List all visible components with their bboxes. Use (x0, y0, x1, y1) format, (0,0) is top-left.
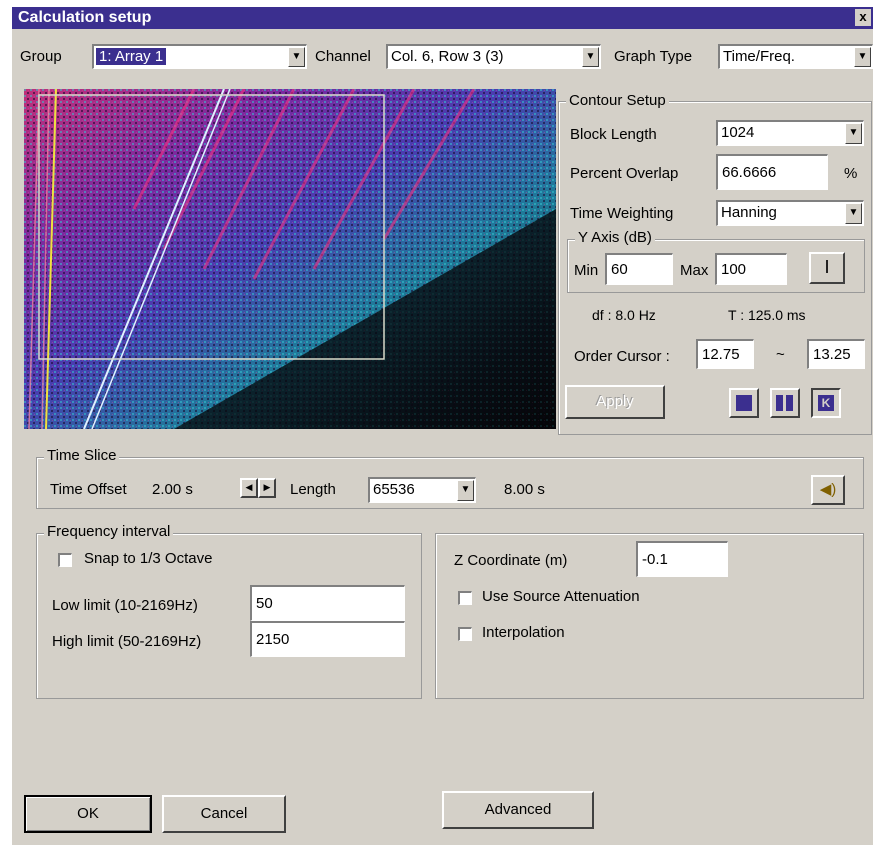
contour-setup-group (558, 101, 872, 435)
percent-sign: % (844, 165, 858, 182)
df-readout: df : 8.0 Hz (592, 307, 656, 323)
z-coordinate-input[interactable] (636, 541, 728, 577)
channel-select[interactable]: Col. 6, Row 3 (3) ▼ (386, 44, 601, 69)
order-view-icon[interactable]: K (811, 388, 841, 418)
dialog-title: Calculation setup (18, 9, 152, 26)
source-attenuation-label: Use Source Attenuation (482, 588, 640, 605)
y-max-label: Max (680, 262, 709, 279)
group-select-value: 1: Array 1 (96, 48, 167, 65)
time-offset-increase-button[interactable]: ▶ (258, 478, 276, 498)
time-slice-group (36, 457, 864, 509)
y-max-input[interactable] (715, 253, 787, 285)
time-offset-value: 2.00 s (152, 481, 193, 498)
length-label: Length (290, 481, 336, 498)
percent-overlap-input[interactable] (716, 154, 828, 190)
snap-octave-checkbox[interactable] (58, 553, 72, 567)
high-limit-label: High limit (50-2169Hz) (52, 633, 202, 650)
z-coordinate-group (435, 533, 864, 699)
channel-select-value: Col. 6, Row 3 (3) (391, 48, 504, 65)
block-length-select[interactable]: 1024 ▼ (716, 120, 864, 146)
length-value: 65536 (373, 481, 415, 498)
title-bar: Calculation setup x (12, 7, 873, 29)
order-cursor-separator: ~ (776, 346, 785, 363)
dropdown-arrow-icon[interactable]: ▼ (457, 480, 474, 501)
snap-octave-label: Snap to 1/3 Octave (84, 550, 213, 567)
block-length-label: Block Length (570, 126, 657, 143)
dropdown-arrow-icon[interactable]: ▼ (845, 203, 862, 224)
dropdown-arrow-icon[interactable]: ▼ (845, 123, 862, 144)
frequency-interval-group (36, 533, 422, 699)
y-min-input[interactable] (605, 253, 673, 285)
contour-setup-title: Contour Setup (566, 92, 669, 109)
single-bar-view-icon[interactable] (729, 388, 759, 418)
t-readout: T : 125.0 ms (728, 307, 806, 323)
i-beam-cursor-icon[interactable]: I (809, 252, 845, 284)
group-select[interactable]: 1: Array 1 ▼ (92, 44, 307, 69)
close-icon[interactable]: x (855, 9, 871, 26)
advanced-button[interactable]: Advanced (442, 791, 594, 829)
low-limit-input[interactable] (250, 585, 405, 621)
dropdown-arrow-icon[interactable]: ▼ (582, 47, 599, 67)
channel-label: Channel (315, 48, 371, 65)
source-attenuation-checkbox[interactable] (458, 591, 472, 605)
low-limit-label: Low limit (10-2169Hz) (52, 597, 198, 614)
y-axis-title: Y Axis (dB) (575, 229, 655, 246)
duration-value: 8.00 s (504, 481, 545, 498)
speaker-icon[interactable]: ◀) (811, 475, 845, 505)
cancel-button[interactable]: Cancel (162, 795, 286, 833)
percent-overlap-label: Percent Overlap (570, 165, 679, 182)
z-coordinate-label: Z Coordinate (m) (454, 552, 568, 569)
zoom-selection-rect[interactable] (38, 94, 385, 360)
graph-type-select[interactable]: Time/Freq. ▼ (718, 44, 873, 69)
spectrogram-image (24, 89, 556, 429)
length-select[interactable]: 65536 ▼ (368, 477, 476, 503)
interpolation-label: Interpolation (482, 624, 565, 641)
time-weighting-select[interactable]: Hanning ▼ (716, 200, 864, 226)
high-limit-input[interactable] (250, 621, 405, 657)
order-cursor-to-input[interactable] (807, 339, 865, 369)
time-offset-decrease-button[interactable]: ◀ (240, 478, 258, 498)
time-weighting-label: Time Weighting (570, 205, 674, 222)
order-cursor-label: Order Cursor : (574, 348, 670, 365)
group-label: Group (20, 48, 62, 65)
interpolation-checkbox[interactable] (458, 627, 472, 641)
y-axis-group (567, 239, 865, 293)
graph-type-select-value: Time/Freq. (723, 48, 795, 65)
time-slice-title: Time Slice (44, 447, 120, 464)
time-weighting-value: Hanning (721, 204, 777, 221)
block-length-value: 1024 (721, 124, 755, 141)
double-bar-view-icon[interactable] (770, 388, 800, 418)
y-min-label: Min (574, 262, 599, 279)
calculation-setup-dialog: Calculation setup x Group 1: Array 1 ▼ C… (10, 5, 873, 845)
spectrogram-preview[interactable] (24, 89, 556, 429)
apply-button[interactable]: Apply (565, 385, 665, 419)
graph-type-label: Graph Type (614, 48, 693, 65)
dropdown-arrow-icon[interactable]: ▼ (288, 47, 305, 67)
ok-button[interactable]: OK (24, 795, 152, 833)
time-offset-label: Time Offset (50, 481, 127, 498)
order-cursor-from-input[interactable] (696, 339, 754, 369)
dropdown-arrow-icon[interactable]: ▼ (854, 47, 871, 67)
frequency-interval-title: Frequency interval (44, 523, 174, 540)
